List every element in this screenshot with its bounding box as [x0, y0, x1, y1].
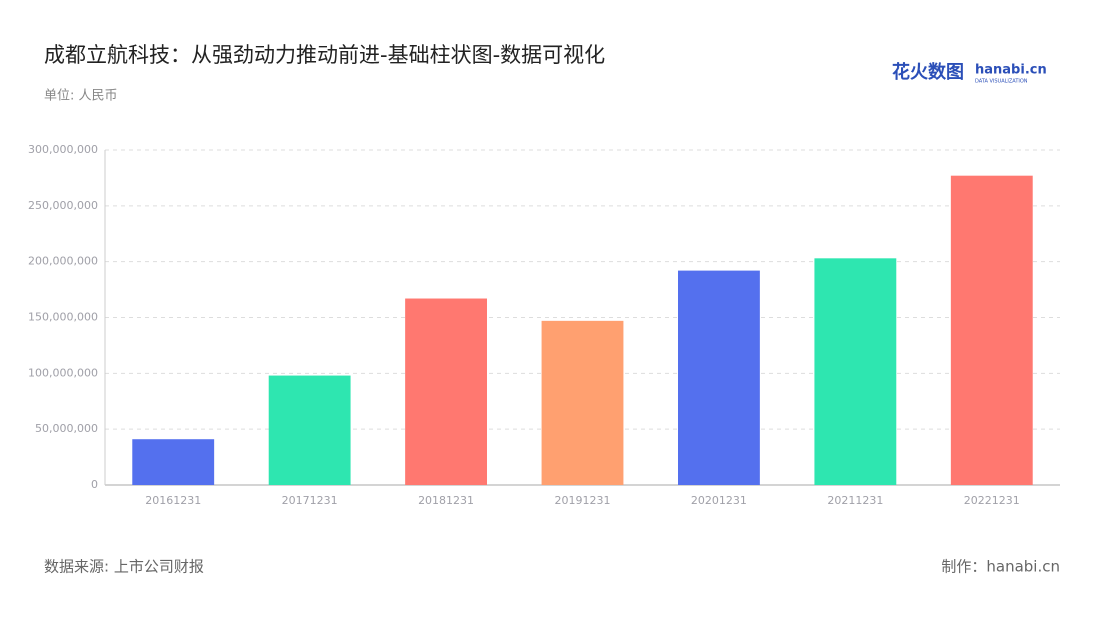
bar: [950, 175, 1033, 485]
y-tick-label: 200,000,000: [28, 255, 98, 268]
y-tick-label: 300,000,000: [28, 143, 98, 156]
credit-note: 制作：hanabi.cn: [941, 558, 1060, 576]
x-tick-label: 20211231: [827, 494, 883, 507]
y-tick-label: 0: [91, 478, 98, 491]
x-tick-label: 20221231: [964, 494, 1020, 507]
chart-subtitle: 单位: 人民币: [44, 89, 118, 104]
y-tick-label: 150,000,000: [28, 311, 98, 324]
x-tick-label: 20201231: [691, 494, 747, 507]
y-tick-label: 250,000,000: [28, 199, 98, 212]
bar: [541, 320, 624, 485]
y-tick-label: 100,000,000: [28, 366, 98, 379]
chart-title: 成都立航科技：从强劲动力推动前进-基础柱状图-数据可视化: [44, 43, 605, 67]
bar: [678, 270, 760, 485]
x-tick-label: 20191231: [555, 494, 611, 507]
y-tick-label: 50,000,000: [35, 422, 98, 435]
x-tick-label: 20161231: [145, 494, 201, 507]
bar: [132, 439, 215, 485]
bar: [814, 258, 897, 485]
bar: [405, 298, 487, 485]
bar: [268, 375, 351, 485]
x-tick-label: 20181231: [418, 494, 474, 507]
logo-brand: hanabi.cn: [975, 63, 1047, 78]
source-note: 数据来源: 上市公司财报: [44, 558, 204, 576]
logo-name: 花火数图: [892, 61, 964, 83]
logo-tagline: DATA VISUALIZATION: [975, 79, 1028, 85]
x-tick-label: 20171231: [282, 494, 338, 507]
